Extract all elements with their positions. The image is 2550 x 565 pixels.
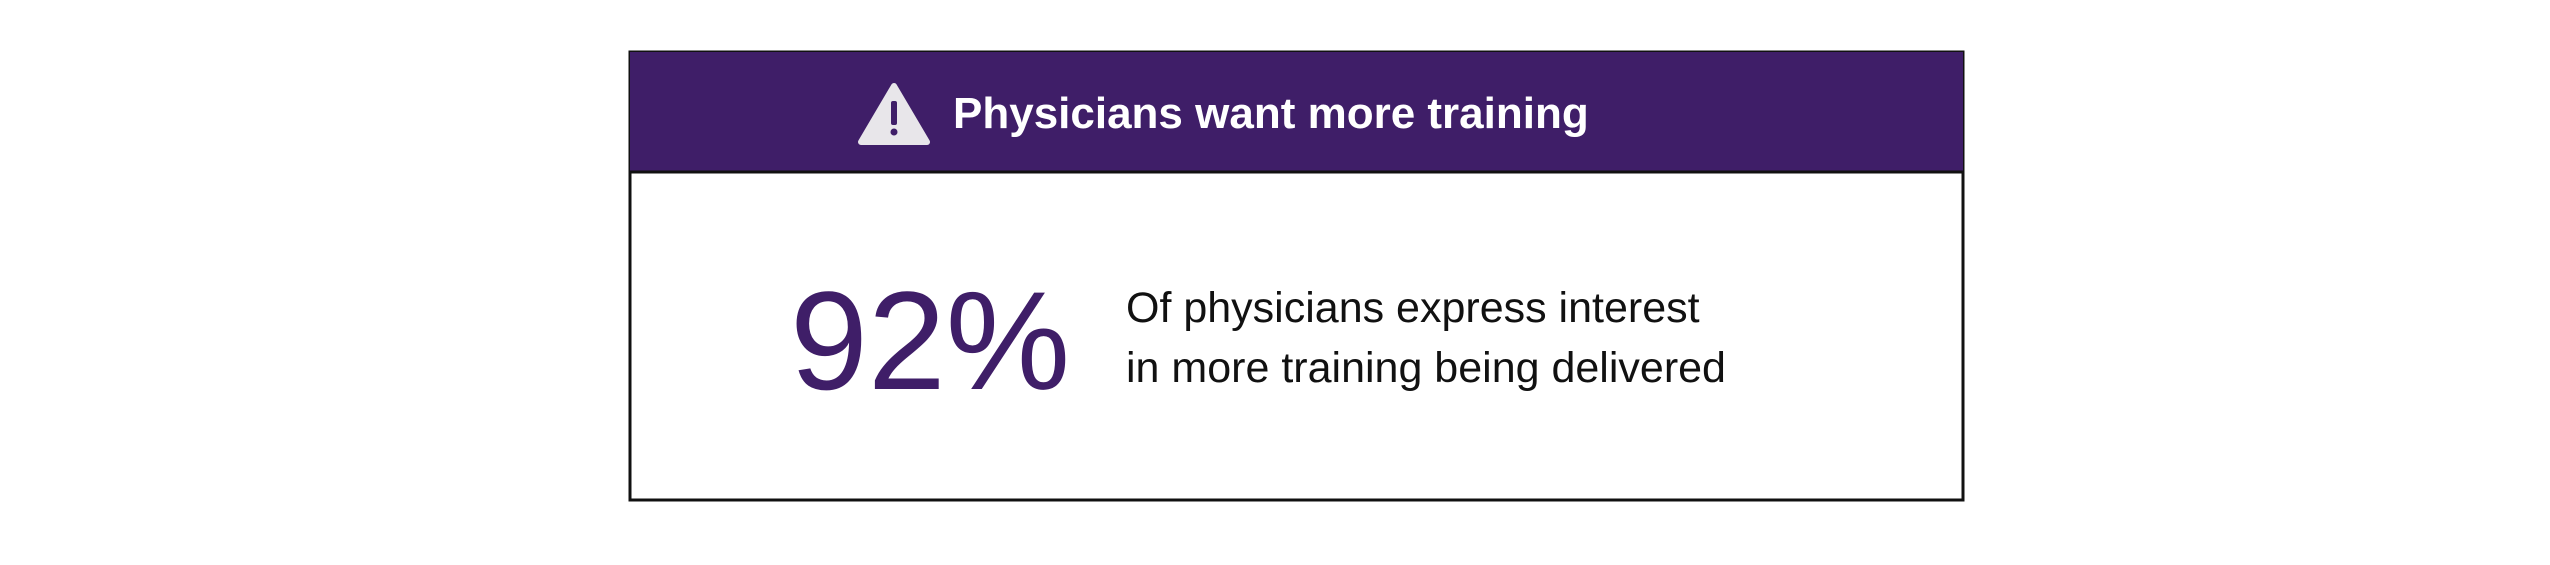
description-line: in more training being delivered bbox=[1126, 344, 1726, 392]
card-header bbox=[630, 52, 1963, 172]
header-title: Physicians want more training bbox=[953, 89, 1589, 138]
warning-icon bbox=[858, 83, 930, 145]
stat-value: 92% bbox=[790, 262, 1070, 419]
description-line: Of physicians express interest bbox=[1126, 284, 1700, 332]
